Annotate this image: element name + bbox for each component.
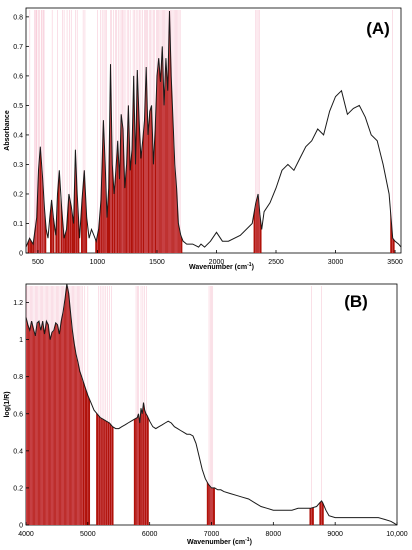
y-tick-label: 0 <box>19 251 23 258</box>
y-tick-label: 0.2 <box>13 485 23 492</box>
x-axis-label: Wavenumber (cm-1) <box>189 262 254 271</box>
y-axis-label: log(1/R) <box>4 391 11 417</box>
plot-frame <box>25 7 402 254</box>
x-tick-label: 3500 <box>387 259 403 266</box>
panel-label: (A) <box>366 19 390 38</box>
x-tick-label: 2500 <box>268 259 284 266</box>
y-tick-label: 0.8 <box>13 14 23 21</box>
y-tick-label: 1 <box>19 337 23 344</box>
panel-label: (B) <box>344 292 368 311</box>
x-tick-label: 10,000 <box>386 531 408 538</box>
y-tick-label: 0.7 <box>13 44 23 51</box>
y-tick-label: 0.2 <box>13 191 23 198</box>
x-tick-label: 2000 <box>209 259 225 266</box>
x-tick-label: 4000 <box>18 531 34 538</box>
x-tick-label: 7000 <box>204 531 220 538</box>
x-tick-label: 3000 <box>328 259 344 266</box>
y-tick-label: 0.5 <box>13 103 23 110</box>
y-tick-label: 0.3 <box>13 162 23 169</box>
y-tick-label: 0.1 <box>13 221 23 228</box>
spectrum-line <box>25 10 402 248</box>
x-tick-label: 500 <box>32 259 44 266</box>
y-tick-label: 0.4 <box>13 132 23 139</box>
y-axis-label: Absorbance <box>4 110 11 151</box>
y-tick-label: 0.6 <box>13 411 23 418</box>
y-tick-label: 0.6 <box>13 73 23 80</box>
y-tick-label: 0 <box>19 523 23 530</box>
x-axis-label: Wavenumber (cm-1) <box>187 537 252 546</box>
x-tick-label: 1500 <box>149 259 165 266</box>
x-tick-label: 1000 <box>90 259 106 266</box>
x-tick-label: 9000 <box>327 531 343 538</box>
x-tick-label: 8000 <box>266 531 282 538</box>
x-tick-label: 5000 <box>80 531 96 538</box>
y-tick-label: 0.4 <box>13 448 23 455</box>
x-tick-label: 6000 <box>142 531 158 538</box>
y-tick-label: 0.8 <box>13 374 23 381</box>
chart-panel-b: 4000 5000 6000 7000 8000 9000 10,000 0 0.2 0.4 0.6… <box>4 283 408 546</box>
chart-panel-a: 500 1000 1500 2000 2500 3000 3500 0 0.1 0.2 0.3 0.4… <box>4 7 403 271</box>
y-tick-label: 1.2 <box>13 300 23 307</box>
spectrum-line <box>25 283 398 526</box>
